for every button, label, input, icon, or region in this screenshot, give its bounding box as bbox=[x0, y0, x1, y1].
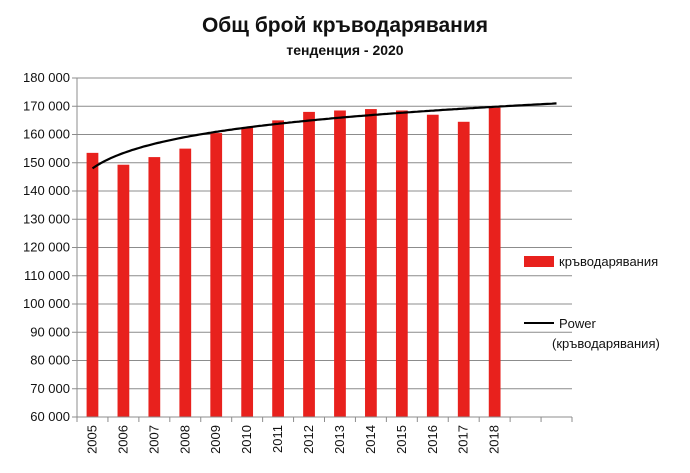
bar bbox=[334, 110, 346, 418]
x-tick-label: 2010 bbox=[239, 425, 254, 454]
y-tick-label: 180 000 bbox=[23, 70, 70, 85]
trendline bbox=[91, 102, 557, 170]
x-tick-label: 2018 bbox=[487, 425, 502, 454]
y-tick-label: 100 000 bbox=[23, 296, 70, 311]
y-tick-label: 130 000 bbox=[23, 211, 70, 226]
bar bbox=[117, 164, 130, 417]
bar bbox=[241, 127, 254, 417]
bars bbox=[86, 107, 501, 418]
x-tick-label: 2017 bbox=[456, 425, 471, 454]
bar bbox=[395, 110, 408, 418]
x-tick-label: 2012 bbox=[301, 425, 316, 454]
x-tick-label: 2011 bbox=[270, 425, 285, 453]
legend-swatch-bars bbox=[524, 256, 554, 267]
bar bbox=[303, 111, 315, 418]
bar bbox=[272, 120, 284, 417]
x-tick-label: 2013 bbox=[332, 425, 347, 454]
x-tick-label: 2005 bbox=[84, 425, 99, 454]
legend-label-trendline-1: Power bbox=[559, 316, 597, 331]
y-tick-label: 170 000 bbox=[23, 98, 70, 113]
bar bbox=[210, 133, 223, 417]
chart-title: Общ брой кръводарявания bbox=[202, 14, 488, 37]
bar bbox=[457, 121, 470, 417]
x-tick-label: 2009 bbox=[208, 425, 223, 454]
x-tick-label: 2008 bbox=[177, 425, 192, 454]
chart-subtitle: тенденция - 2020 bbox=[286, 42, 403, 58]
x-axis: 2005 2006 2007 2008 2009 2010 2011 2012 2013 2014… bbox=[76, 416, 573, 454]
bar bbox=[488, 107, 501, 417]
x-tick-label: 2014 bbox=[363, 425, 378, 454]
y-tick-label: 90 000 bbox=[30, 324, 70, 339]
x-tick-label: 2007 bbox=[146, 425, 161, 454]
y-tick-label: 150 000 bbox=[23, 155, 70, 170]
x-tick-label: 2015 bbox=[394, 425, 409, 454]
bar bbox=[148, 157, 161, 417]
y-tick-label: 80 000 bbox=[30, 353, 70, 368]
y-tick-label: 70 000 bbox=[30, 381, 70, 396]
legend-label-bars: кръводарявания bbox=[559, 254, 658, 269]
legend-label-trendline-2: (кръводарявания) bbox=[552, 336, 660, 351]
bar bbox=[179, 148, 192, 417]
y-tick-label: 120 000 bbox=[23, 240, 70, 255]
x-tick-label: 2006 bbox=[115, 425, 130, 454]
bar bbox=[365, 109, 377, 417]
legend: кръводарявания Power (кръводарявания) bbox=[524, 254, 660, 351]
y-tick-label: 110 000 bbox=[24, 268, 70, 283]
y-tick-label: 60 000 bbox=[30, 409, 70, 424]
y-tick-label: 160 000 bbox=[23, 127, 70, 142]
bar bbox=[426, 114, 439, 417]
trendline-group bbox=[91, 102, 557, 170]
y-axis: 60 000 70 000 80 000 90 000 100 000 110 000 12… bbox=[23, 70, 78, 424]
x-tick-label: 2016 bbox=[425, 425, 440, 454]
bar bbox=[86, 152, 99, 418]
y-tick-label: 140 000 bbox=[23, 183, 70, 198]
